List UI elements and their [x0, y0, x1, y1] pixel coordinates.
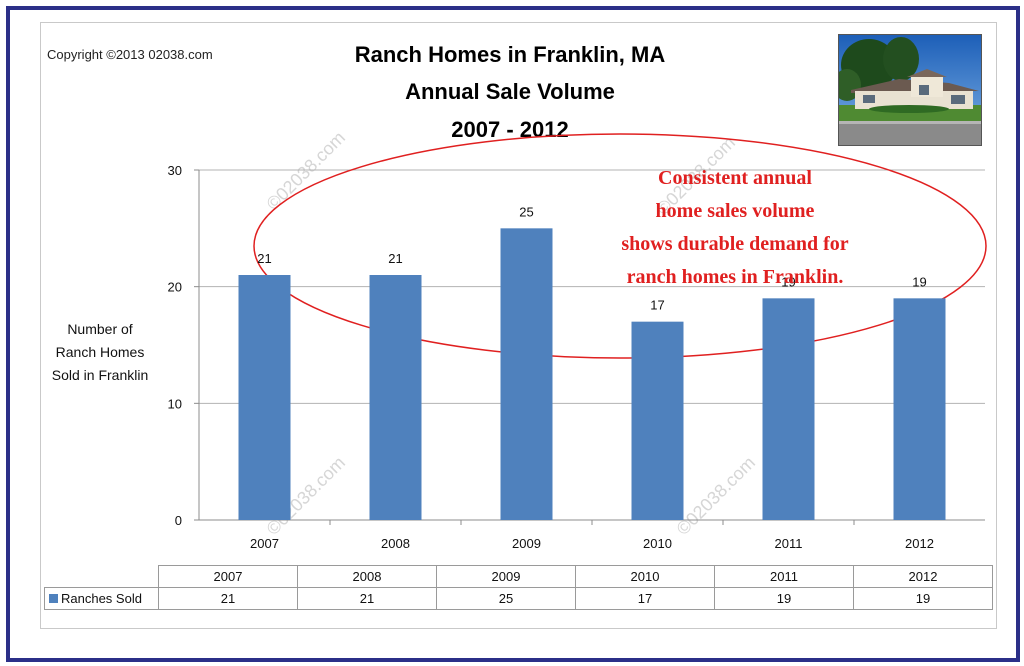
- x-tick-label: 2008: [381, 536, 410, 551]
- x-tick-label: 2009: [512, 536, 541, 551]
- table-header-cell: 2008: [297, 565, 437, 588]
- x-tick-label: 2007: [250, 536, 279, 551]
- chart-title-line-3: 2007 - 2012: [451, 117, 569, 142]
- table-cell: 21: [297, 587, 437, 610]
- data-label: 25: [519, 204, 533, 219]
- y-axis-label-line: Ranch Homes: [55, 344, 145, 360]
- annotation-callout: Consistent annual home sales volume show…: [590, 162, 880, 294]
- data-label: 19: [912, 274, 926, 289]
- table-cell: 25: [436, 587, 576, 610]
- bar: [369, 275, 422, 520]
- y-tick-label: 20: [168, 280, 182, 295]
- data-label: 21: [388, 251, 402, 266]
- copyright-text: Copyright ©2013 02038.com: [47, 47, 213, 62]
- y-tick-label: 10: [168, 396, 182, 411]
- bar: [762, 298, 815, 520]
- annotation-line: shows durable demand for: [621, 233, 849, 255]
- table-cell: 19: [714, 587, 854, 610]
- table-header-cell: 2011: [714, 565, 854, 588]
- y-tick-label: 0: [175, 513, 182, 528]
- annotation-line: Consistent annual: [658, 167, 812, 189]
- bar: [893, 298, 946, 520]
- table-corner: [45, 566, 159, 588]
- y-axis-label-line: Sold in Franklin: [51, 367, 149, 383]
- table-cell: 21: [158, 587, 298, 610]
- annotation-ellipse: [253, 133, 987, 359]
- table-header-cell: 2010: [575, 565, 715, 588]
- watermark-text: ©02038.com: [263, 128, 349, 214]
- table-row: Ranches Sold 21 21 25 17 19 19: [44, 587, 993, 610]
- data-label: 19: [781, 274, 795, 289]
- annotation-line: ranch homes in Franklin.: [626, 266, 844, 288]
- y-axis-label-line: Number of: [67, 321, 133, 337]
- table-header-row: 2007 2008 2009 2010 2011 2012: [45, 565, 993, 588]
- watermark-text: ©02038.com: [673, 453, 759, 539]
- x-tick-label: 2011: [775, 536, 803, 551]
- legend-swatch: [49, 594, 58, 603]
- x-tick-label: 2010: [643, 536, 672, 551]
- bar: [238, 275, 291, 520]
- x-tick-label: 2012: [905, 536, 934, 551]
- table-header-cell: 2009: [436, 565, 576, 588]
- annotation-line: home sales volume: [655, 200, 815, 222]
- bar: [500, 228, 553, 521]
- ranch-house-photo: [838, 34, 982, 146]
- table-cell: 17: [575, 587, 715, 610]
- chart-title-line-1: Ranch Homes in Franklin, MA: [354, 42, 666, 67]
- legend-label: Ranches Sold: [61, 591, 142, 606]
- bar: [631, 321, 684, 520]
- data-table: 2007 2008 2009 2010 2011 2012 Ranches So…: [44, 565, 993, 610]
- y-tick-label: 30: [168, 163, 182, 178]
- data-label: 21: [257, 251, 271, 266]
- table-row-label: Ranches Sold: [44, 587, 159, 610]
- data-label: 17: [650, 298, 664, 313]
- table-header-cell: 2012: [853, 565, 993, 588]
- y-axis-label: Number of Ranch Homes Sold in Franklin: [40, 318, 160, 387]
- chart-title-line-2: Annual Sale Volume: [405, 79, 615, 104]
- table-header-cell: 2007: [158, 565, 298, 588]
- table-cell: 19: [853, 587, 993, 610]
